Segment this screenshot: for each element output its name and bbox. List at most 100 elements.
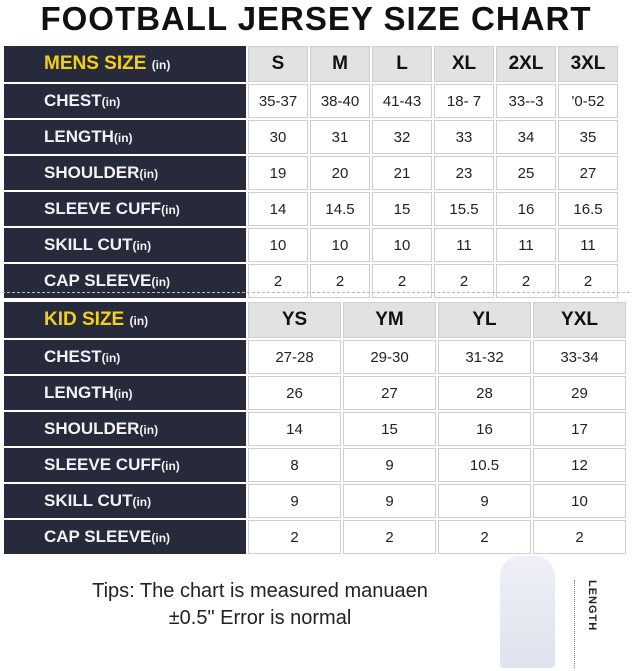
table-row: SKILL CUT(in) 10 10 10 11 11 11 [4, 228, 618, 262]
row-label: CHEST(in) [4, 84, 246, 118]
measure-name: SKILL CUT [44, 491, 133, 510]
kids-size-table: KID SIZE (in) YS YM YL YXL CHEST(in) 27-28 29-3… [2, 300, 628, 556]
jersey-figure-image [500, 556, 555, 668]
table-cell: 41-43 [372, 84, 432, 118]
table-cell: 11 [434, 228, 494, 262]
tips-line-2: ±0.5" Error is normal [168, 607, 352, 629]
row-label: SKILL CUT(in) [4, 228, 246, 262]
unit-label: (in) [113, 387, 133, 401]
unit-label: (in) [151, 531, 171, 545]
size-header: 2XL [496, 46, 556, 82]
measure-name: LENGTH [44, 383, 114, 402]
table-cell: 33-34 [533, 340, 626, 374]
table-cell: 35 [558, 120, 618, 154]
table-cell: 10 [310, 228, 370, 262]
table-cell: 34 [496, 120, 556, 154]
table-cell: 32 [372, 120, 432, 154]
table-cell: 10.5 [438, 448, 531, 482]
table-row: SHOULDER(in) 19 20 21 23 25 27 [4, 156, 618, 190]
measure-name: SHOULDER [44, 419, 140, 438]
table-cell: 8 [248, 448, 341, 482]
table-cell: 9 [343, 484, 436, 518]
size-header: YM [343, 302, 436, 338]
table-cell: 12 [533, 448, 626, 482]
size-header: L [372, 46, 432, 82]
table-cell: 16 [496, 192, 556, 226]
row-label: SKILL CUT(in) [4, 484, 246, 518]
table-row: SKILL CUT(in) 9 9 9 10 [4, 484, 626, 518]
unit-label: (in) [101, 95, 121, 109]
table-cell: 27 [558, 156, 618, 190]
table-heading: MENS SIZE (in) [4, 46, 246, 82]
table-row: CAP SLEEVE(in) 2 2 2 2 [4, 520, 626, 554]
table-cell: 30 [248, 120, 308, 154]
measure-name: SKILL CUT [44, 235, 133, 254]
row-label: SLEEVE CUFF(in) [4, 448, 246, 482]
table-cell: 14.5 [310, 192, 370, 226]
table-cell: 29-30 [343, 340, 436, 374]
mens-size-table: MENS SIZE (in) S M L XL 2XL 3XL CHEST(in) 35-37 3… [2, 44, 620, 300]
unit-label: (in) [161, 459, 180, 473]
table-cell: 28 [438, 376, 531, 410]
table-cell: 10 [372, 228, 432, 262]
table-cell: 2 [533, 520, 626, 554]
table-cell: 9 [343, 448, 436, 482]
measure-name: CHEST [44, 347, 102, 366]
table-cell: 26 [248, 376, 341, 410]
table-cell: 20 [310, 156, 370, 190]
unit-label: (in) [139, 423, 159, 437]
unit-label: (in) [151, 58, 171, 72]
table-cell: 19 [248, 156, 308, 190]
table-cell: 15 [372, 192, 432, 226]
unit-label: (in) [161, 203, 180, 217]
table-row: CHEST(in) 35-37 38-40 41-43 18- 7 33--3'0-52 [4, 84, 618, 118]
measure-name: CHEST [44, 91, 102, 110]
header-row: MENS SIZE (in) S M L XL 2XL 3XL [4, 46, 618, 82]
table-cell: 16 [438, 412, 531, 446]
table-cell: 27-28 [248, 340, 341, 374]
table-row: SLEEVE CUFF(in) 8 9 10.5 12 [4, 448, 626, 482]
table-cell: 10 [533, 484, 626, 518]
tips-line-1: Tips: The chart is measured manuaen [92, 580, 428, 602]
heading-text: MENS SIZE [44, 53, 147, 74]
table-cell: 15 [343, 412, 436, 446]
tips: Tips: The chart is measured manuaen ±0.5… [40, 578, 480, 632]
table-cell: 35-37 [248, 84, 308, 118]
table-cell: 25 [496, 156, 556, 190]
table-cell: 11 [496, 228, 556, 262]
divider [2, 292, 630, 293]
table-cell: 11 [558, 228, 618, 262]
table-row: CHEST(in) 27-28 29-30 31-32 33-34 [4, 340, 626, 374]
table-cell: 15.5 [434, 192, 494, 226]
table-cell: 31-32 [438, 340, 531, 374]
table-cell: 33--3 [496, 84, 556, 118]
table-cell: 9 [438, 484, 531, 518]
table-cell: 21 [372, 156, 432, 190]
measure-name: SHOULDER [44, 163, 140, 182]
measure-name: CAP SLEEVE [44, 271, 152, 290]
table-cell: '0-52 [558, 84, 618, 118]
table-cell: 29 [533, 376, 626, 410]
table-row: LENGTH(in) 26 27 28 29 [4, 376, 626, 410]
row-label: CHEST(in) [4, 340, 246, 374]
table-cell: 18- 7 [434, 84, 494, 118]
heading-text: KID SIZE [44, 309, 125, 330]
table-cell: 23 [434, 156, 494, 190]
size-header: YL [438, 302, 531, 338]
table-cell: 33 [434, 120, 494, 154]
table-cell: 17 [533, 412, 626, 446]
measure-name: SLEEVE CUFF [44, 455, 162, 474]
table-cell: 9 [248, 484, 341, 518]
size-header: M [310, 46, 370, 82]
row-label: LENGTH(in) [4, 376, 246, 410]
table-heading: KID SIZE (in) [4, 302, 246, 338]
row-label: SHOULDER(in) [4, 412, 246, 446]
table-cell: 14 [248, 192, 308, 226]
size-header: YXL [533, 302, 626, 338]
table-row: SHOULDER(in) 14 15 16 17 [4, 412, 626, 446]
table-cell: 2 [438, 520, 531, 554]
table-cell: 14 [248, 412, 341, 446]
row-label: CAP SLEEVE(in) [4, 520, 246, 554]
chart-title: FOOTBALL JERSEY SIZE CHART [40, 0, 592, 37]
